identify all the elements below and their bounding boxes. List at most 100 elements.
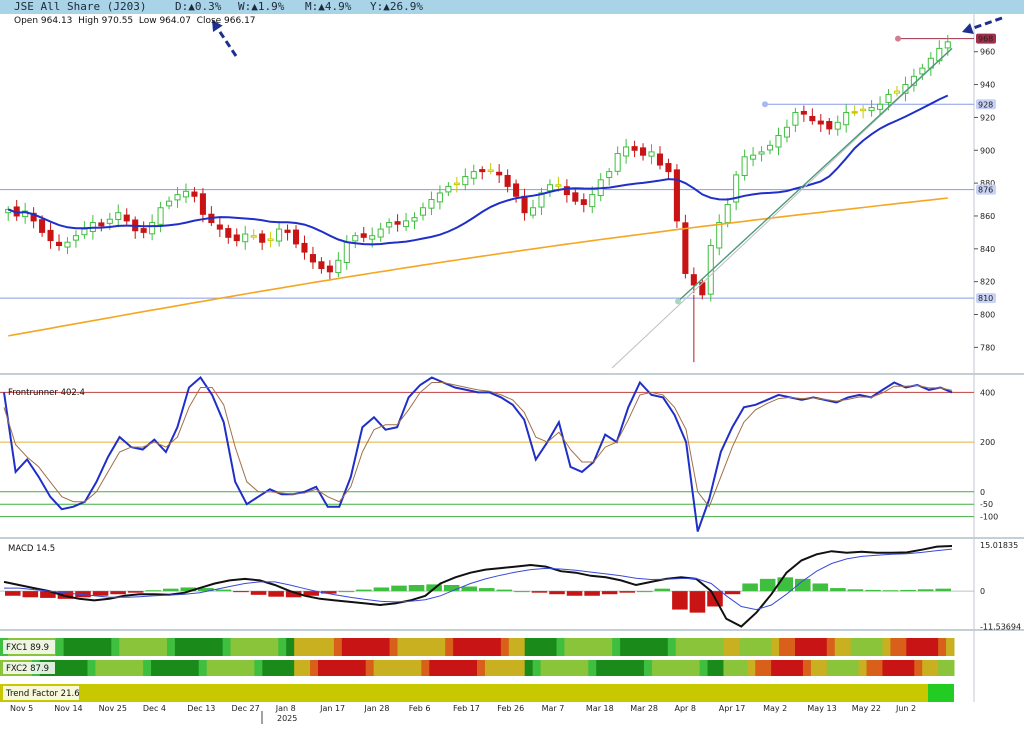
heatmap-cell [779, 660, 788, 676]
y-tick-label: -100 [980, 513, 998, 522]
heatmap-cell [63, 660, 73, 676]
y-tick-label: 200 [980, 438, 995, 447]
heatmap-cell [365, 660, 375, 676]
candle-body [166, 200, 173, 207]
candle-body [868, 107, 875, 112]
heatmap-cell [500, 660, 510, 676]
heatmap-cell [461, 660, 470, 676]
heatmap-cell [230, 638, 239, 656]
heatmap-cell [397, 660, 406, 676]
candle-body [106, 218, 113, 224]
heatmap-cell [318, 660, 327, 676]
heatmap-cell [79, 638, 88, 656]
candle-body [809, 115, 816, 122]
macd-histogram-bar [777, 577, 793, 592]
heatmap-cell [135, 660, 144, 676]
candle-body [758, 151, 765, 155]
macd-histogram-bar [57, 591, 74, 599]
monthly-change: M:▲4.9% [305, 0, 352, 13]
candle-body [834, 121, 841, 130]
candle-body [623, 146, 630, 157]
macd-histogram-bar [724, 591, 741, 595]
heatmap-label-bg [3, 662, 55, 674]
heatmap-cell [286, 638, 295, 656]
heatmap-cell [437, 638, 446, 656]
macd-histogram-bar [268, 591, 284, 597]
x-tick-label: Nov 25 [99, 704, 127, 713]
ma-fast-line [7, 94, 949, 246]
heatmap-cell [715, 638, 724, 656]
candle-body [716, 222, 723, 249]
candle-body [529, 207, 537, 216]
heatmap-cell [166, 660, 176, 676]
level-badge [976, 33, 996, 44]
heatmap-cell [325, 638, 335, 656]
heatmap-cell [850, 638, 860, 656]
x-tick-label: Jan 28 [363, 704, 389, 713]
x-tick-label: May 13 [807, 704, 836, 713]
candle-body [521, 195, 528, 214]
candle-body [284, 229, 291, 233]
heatmap-cell [866, 638, 875, 656]
candle-body [893, 90, 901, 94]
heatmap-cell [842, 660, 852, 676]
heatmap-cell [890, 638, 899, 656]
heatmap-cell [524, 638, 534, 656]
heatmap-cell [333, 660, 343, 676]
macd-histogram-bar [830, 588, 846, 592]
macd-histogram-bar [110, 591, 126, 595]
macd-histogram-bar [461, 586, 477, 592]
macd-histogram-bar [145, 590, 161, 592]
heatmap-cell [500, 638, 510, 656]
heatmap-cell [922, 660, 931, 676]
candle-body [563, 186, 570, 196]
candle-body [64, 241, 71, 248]
macd-histogram-bar [795, 578, 811, 592]
heatmap-cell [437, 660, 446, 676]
candle-body [326, 265, 333, 273]
macd-histogram-bar [917, 589, 934, 592]
heatmap-cell [898, 660, 907, 676]
macd-histogram-bar [549, 591, 565, 595]
heatmap-cell [755, 660, 764, 676]
heatmap-cell [651, 638, 661, 656]
candle-body [394, 221, 401, 225]
heatmap-cell [294, 660, 303, 676]
heatmap-cell [604, 660, 613, 676]
heatmap-cell [445, 638, 454, 656]
macd-histogram-bar [92, 591, 109, 596]
candle-body [606, 171, 613, 178]
level-anchor [762, 101, 768, 108]
candle-body [750, 154, 757, 160]
y-tick-label: 920 [980, 113, 995, 122]
heatmap-cell [222, 638, 232, 656]
heatmap-cell [405, 638, 414, 656]
heatmap-cell [103, 638, 112, 656]
heatmap-cell [795, 660, 804, 676]
candle-body [648, 151, 655, 157]
heatmap-cell [318, 638, 327, 656]
heatmap-cell [413, 638, 422, 656]
heatmap-cell [572, 660, 581, 676]
heatmap-cell [477, 638, 486, 656]
heatmap-cell [787, 660, 796, 676]
heatmap-cell [699, 638, 709, 656]
heatmap-cell [262, 638, 271, 656]
heatmap-row-label: Trend Factor 21.6 [5, 689, 80, 699]
heatmap-cell [723, 660, 732, 676]
x-tick-label: Feb 6 [409, 704, 431, 713]
candle-body [377, 228, 384, 238]
macd-histogram-bar [812, 583, 829, 592]
heatmap-cell [325, 660, 335, 676]
heatmap-cell [612, 660, 621, 676]
heatmap-cell [683, 660, 693, 676]
heatmap-label-bg [3, 686, 79, 700]
heatmap-cell [524, 660, 534, 676]
heatmap-cell [866, 660, 875, 676]
candle-body [741, 156, 748, 176]
candle-body [369, 235, 376, 240]
candle-body [182, 190, 190, 198]
x-tick-label: Feb 26 [497, 704, 524, 713]
heatmap-cell [381, 660, 391, 676]
candle-body [115, 212, 122, 221]
